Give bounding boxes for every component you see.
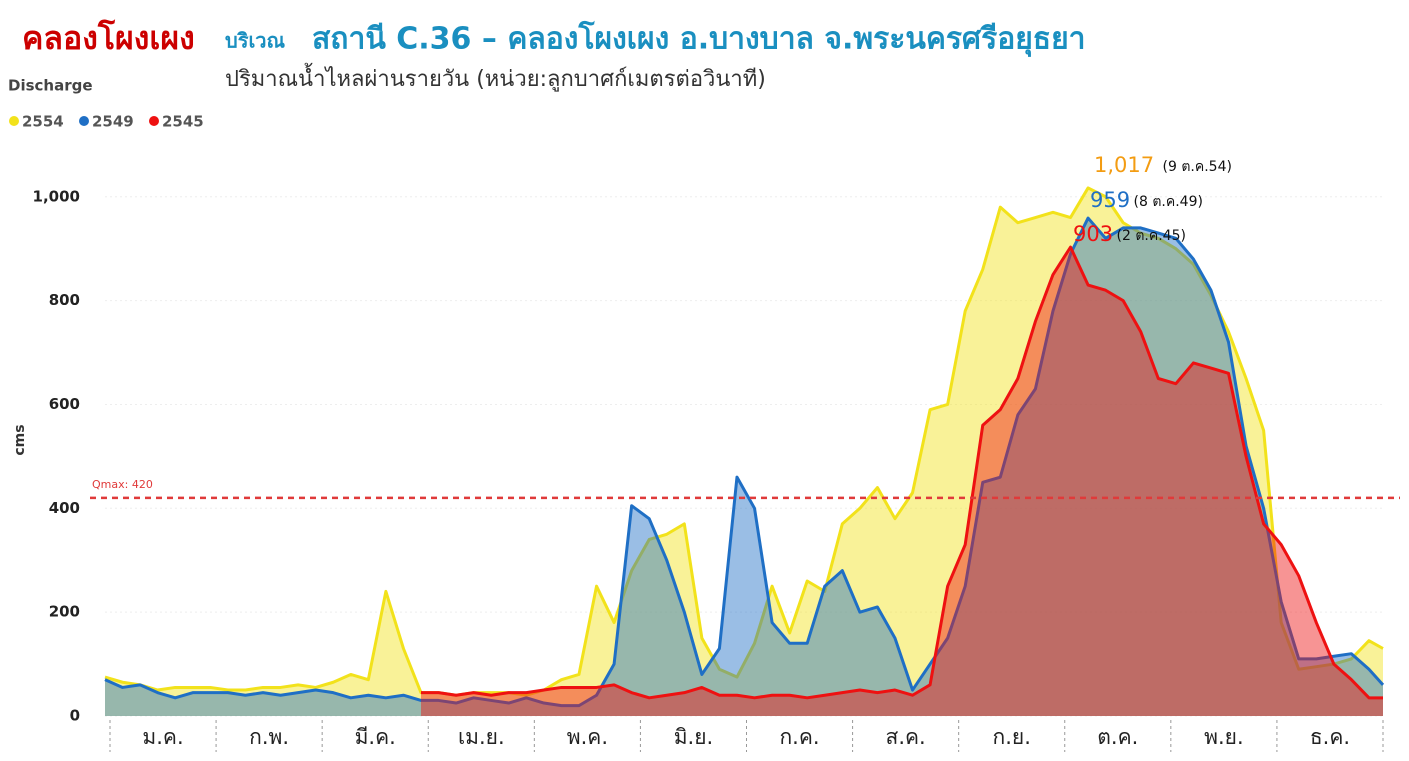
legend-marker <box>79 116 89 126</box>
x-tick-label: พ.ค. <box>567 725 608 749</box>
chart-title: คลองโผงเผง <box>22 19 195 57</box>
y-tick-label: 600 <box>49 395 80 413</box>
y-axis-label: cms <box>12 424 28 455</box>
x-tick-label: ต.ค. <box>1097 725 1138 749</box>
x-tick-label: ก.พ. <box>249 725 289 749</box>
annotation-value: 959 <box>1090 188 1130 212</box>
legend-label: 2554 <box>22 113 64 131</box>
area <box>105 218 1383 717</box>
y-tick-label: 200 <box>49 603 80 621</box>
line <box>420 245 1383 700</box>
area <box>420 247 1383 716</box>
area <box>105 187 1383 716</box>
legend-marker <box>9 116 19 126</box>
x-tick-label: ก.ย. <box>993 725 1031 749</box>
x-tick-label: มี.ค. <box>355 725 396 749</box>
annotation-date: (8 ต.ค.49) <box>1134 194 1203 210</box>
annotation-date: (2 ต.ค.45) <box>1117 228 1186 244</box>
legend-label: 2545 <box>162 113 204 131</box>
y-tick-label: 0 <box>70 707 80 725</box>
annotation-date: (9 ต.ค.54) <box>1163 159 1232 175</box>
legend-label: 2549 <box>92 113 134 131</box>
line <box>104 216 1385 708</box>
y-tick-label: 1,000 <box>33 187 80 205</box>
x-tick-label: ม.ค. <box>142 725 183 749</box>
x-tick-label: ส.ค. <box>886 725 926 749</box>
x-tick-label: มิ.ย. <box>674 725 714 749</box>
title-station: สถานี C.36 – คลองโผงเผง อ.บางบาล จ.พระนค… <box>312 20 1086 58</box>
x-tick-label: ธ.ค. <box>1310 725 1350 749</box>
y-tick-label: 800 <box>49 291 80 309</box>
annotation-value: 903 <box>1073 222 1113 246</box>
line <box>104 186 1384 697</box>
annotation-value: 1,017 <box>1094 153 1154 177</box>
title-prefix: บริเวณ <box>225 29 286 53</box>
x-tick-label: พ.ย. <box>1204 725 1244 749</box>
legend-marker <box>149 116 159 126</box>
x-tick-label: เม.ย. <box>458 725 505 749</box>
y-tick-label: 400 <box>49 499 80 517</box>
subtitle: ปริมาณน้ำไหลผ่านรายวัน (หน่วย:ลูกบาศก์เม… <box>225 63 766 92</box>
legend-title: Discharge <box>8 77 93 95</box>
x-tick-label: ก.ค. <box>779 725 819 749</box>
reference-label: Qmax: 420 <box>92 478 153 491</box>
